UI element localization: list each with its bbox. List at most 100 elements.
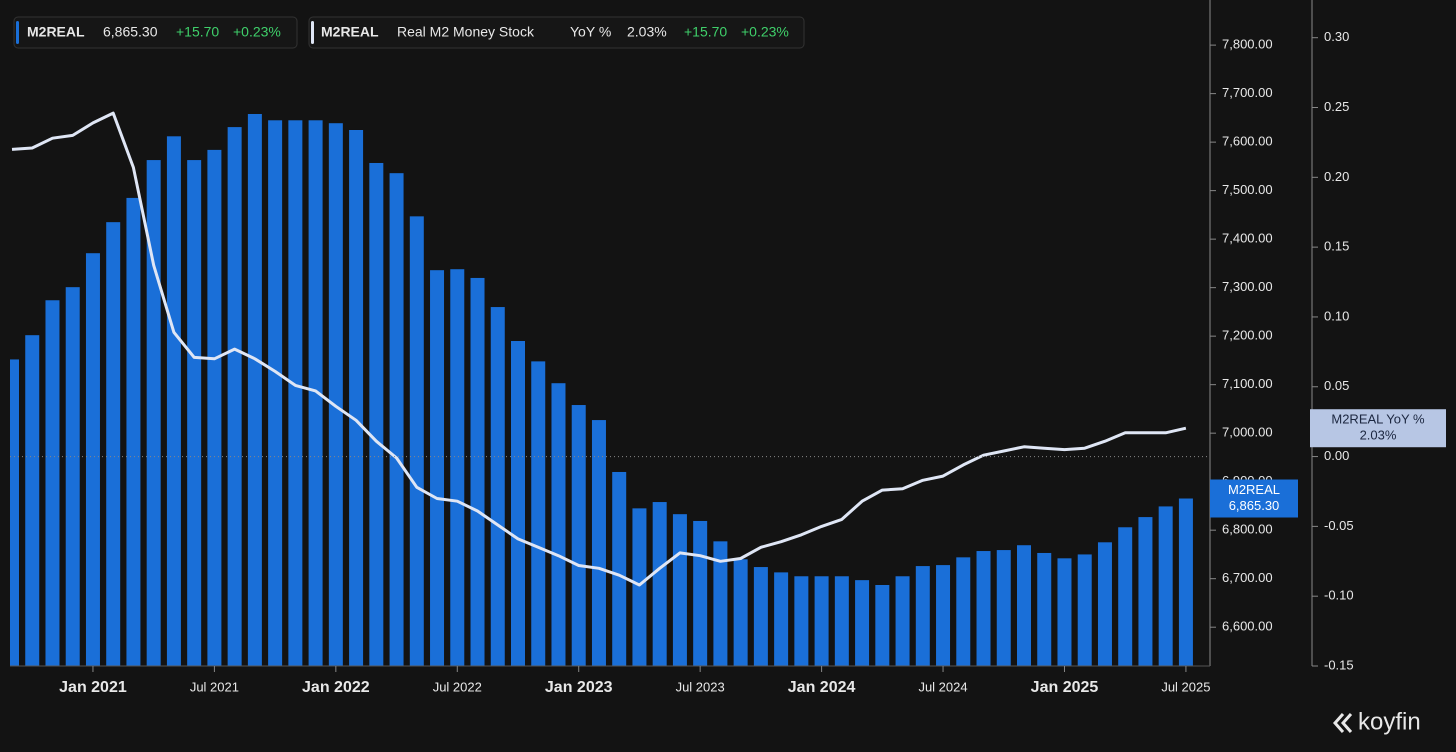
- bar: [227, 127, 242, 666]
- bar: [470, 277, 485, 666]
- bar: [1138, 517, 1153, 666]
- bar: [1037, 552, 1052, 666]
- y2-tick-label: 0.30: [1324, 29, 1349, 44]
- y-tick-label: 7,200.00: [1222, 328, 1273, 343]
- bar: [693, 520, 708, 666]
- x-tick-label: Jan 2024: [788, 679, 856, 696]
- y-tick-label: 6,800.00: [1222, 522, 1273, 537]
- bar: [551, 383, 566, 666]
- y2-tick-label: 0.25: [1324, 99, 1349, 114]
- bar: [207, 149, 222, 666]
- bar: [65, 287, 80, 666]
- bar: [328, 123, 343, 666]
- plot-area: [10, 111, 1193, 666]
- bar: [531, 361, 546, 666]
- bar: [1097, 542, 1112, 666]
- bar: [389, 173, 404, 666]
- y2-tick-label: -0.05: [1324, 518, 1354, 533]
- value-tag-name: M2REAL YoY %: [1331, 412, 1425, 427]
- y2-tick-label: -0.10: [1324, 588, 1354, 603]
- bar: [855, 580, 870, 666]
- value-tag-name: M2REAL: [1228, 482, 1280, 497]
- legend-change-pct: +0.23%: [233, 24, 281, 40]
- y2-tick-label: 0.20: [1324, 169, 1349, 184]
- bar: [85, 253, 100, 666]
- value-tag-label: 6,865.30: [1229, 498, 1280, 513]
- bar: [774, 572, 789, 666]
- x-tick-label: Jul 2025: [1161, 679, 1210, 694]
- y-tick-label: 7,400.00: [1222, 231, 1273, 246]
- logo-text: koyfin: [1358, 708, 1421, 735]
- bar: [25, 335, 40, 666]
- y-tick-label: 7,700.00: [1222, 85, 1273, 100]
- y-tick-label: 6,700.00: [1222, 570, 1273, 585]
- bar: [288, 120, 303, 666]
- x-tick-label: Jul 2021: [190, 679, 239, 694]
- y-tick-label: 7,600.00: [1222, 134, 1273, 149]
- bar: [814, 576, 829, 666]
- bar: [268, 120, 283, 666]
- watermark: koyfin: [1332, 708, 1421, 735]
- bar: [1057, 558, 1072, 666]
- bar: [1158, 506, 1173, 666]
- bar: [672, 514, 687, 666]
- bar: [794, 576, 809, 666]
- bar: [875, 584, 890, 666]
- y2-tick-label: 0.05: [1324, 378, 1349, 393]
- legend-box: [13, 16, 298, 49]
- x-tick-label: Jan 2023: [545, 679, 613, 696]
- bar: [733, 559, 748, 666]
- legend-description: Real M2 Money Stock: [397, 24, 535, 40]
- y-tick-label: 7,300.00: [1222, 279, 1273, 294]
- bar: [490, 307, 505, 666]
- value-tag-label: 2.03%: [1360, 428, 1397, 443]
- x-tick-label: Jul 2024: [918, 679, 967, 694]
- value-tag: [1310, 409, 1446, 448]
- legend-value: 6,865.30: [103, 24, 158, 40]
- legend-measure: YoY %: [570, 24, 611, 40]
- legend-ticker: M2REAL: [321, 24, 379, 40]
- y2-tick-label: 0.15: [1324, 239, 1349, 254]
- bar: [834, 576, 849, 666]
- y2-tick-label: 0.00: [1324, 448, 1349, 463]
- y-tick-label: 7,800.00: [1222, 37, 1273, 52]
- bar: [511, 341, 525, 666]
- bar: [308, 120, 323, 666]
- legend-ticker: M2REAL: [27, 24, 85, 40]
- x-tick-label: Jan 2025: [1031, 679, 1099, 696]
- legend-swatch: [16, 21, 19, 44]
- bar: [1017, 545, 1031, 666]
- legend-swatch: [311, 21, 314, 44]
- bar: [936, 565, 951, 666]
- bar: [753, 567, 768, 666]
- bar: [1077, 554, 1092, 666]
- legend-change: +15.70: [176, 24, 219, 40]
- bar: [430, 270, 445, 666]
- bar: [349, 129, 364, 666]
- legend-box: [308, 16, 805, 49]
- line: [11, 111, 1187, 587]
- bar: [956, 557, 971, 666]
- x-tick-label: Jan 2022: [302, 679, 370, 696]
- bar: [166, 136, 181, 666]
- bar: [713, 541, 728, 666]
- bar: [146, 160, 161, 666]
- bar: [1118, 527, 1133, 666]
- value-tag: [1210, 479, 1298, 518]
- legend-change: +15.70: [684, 24, 727, 40]
- x-tick-label: Jan 2021: [59, 679, 127, 696]
- bar: [632, 508, 647, 666]
- bar: [652, 502, 667, 666]
- bar: [126, 197, 141, 666]
- bar: [369, 162, 384, 666]
- legend-value: 2.03%: [627, 24, 667, 40]
- bar: [1178, 498, 1193, 666]
- bar: [996, 550, 1011, 666]
- y-tick-label: 6,600.00: [1222, 619, 1273, 634]
- bar: [45, 300, 60, 666]
- bar: [612, 471, 627, 666]
- bar: [895, 576, 910, 666]
- y2-tick-label: -0.15: [1324, 657, 1354, 672]
